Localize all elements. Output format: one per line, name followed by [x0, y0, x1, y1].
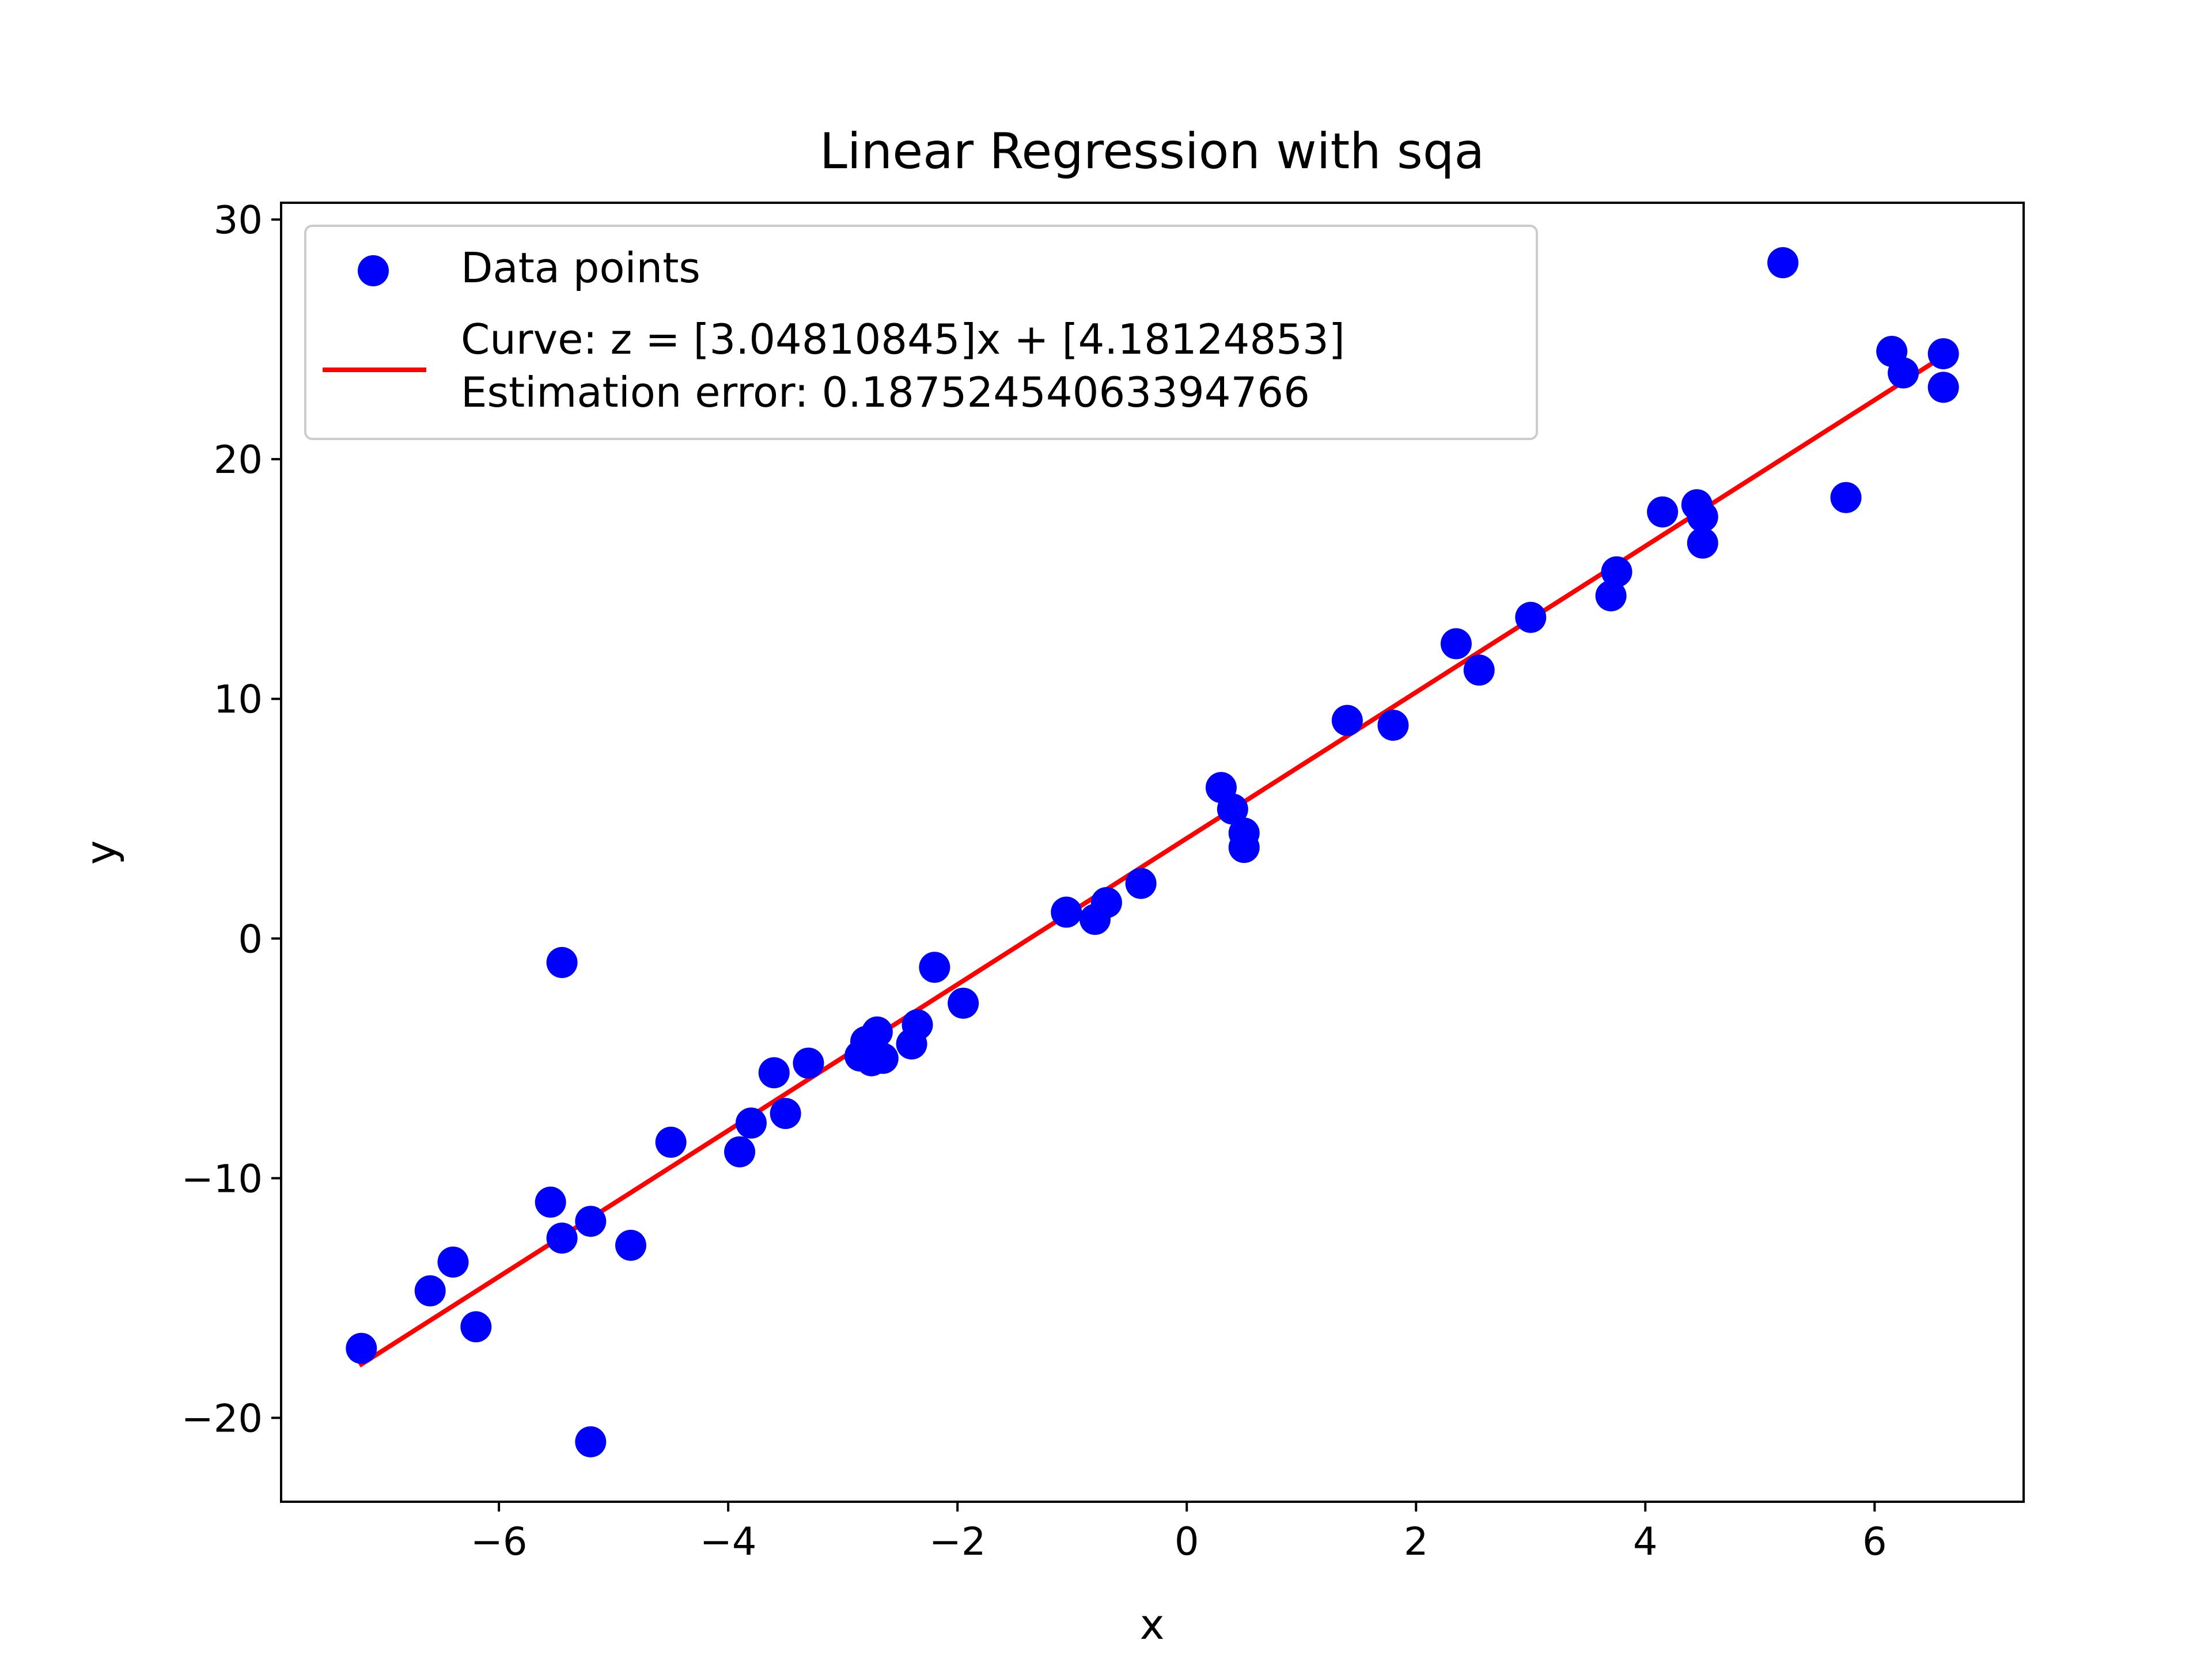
- data-point: [575, 1206, 607, 1237]
- data-point: [1830, 482, 1862, 513]
- y-tick-label: 20: [214, 437, 263, 482]
- data-points-layer: [346, 247, 1959, 1457]
- data-point: [861, 1016, 893, 1048]
- data-point: [414, 1275, 446, 1306]
- data-point: [1687, 527, 1718, 559]
- x-tick-label: 2: [1404, 1519, 1429, 1564]
- x-tick-label: −4: [700, 1519, 757, 1564]
- data-point: [1515, 601, 1547, 633]
- data-point: [460, 1311, 492, 1343]
- x-axis-label: x: [1140, 1600, 1165, 1649]
- legend-label-curve-equation: Curve: z = [3.04810845]x + [4.18124853]: [461, 315, 1345, 363]
- data-point: [1331, 704, 1363, 736]
- legend: Data points Curve: z = [3.04810845]x + […: [304, 225, 1538, 440]
- legend-label-data-points: Data points: [461, 244, 700, 292]
- data-point: [758, 1057, 790, 1089]
- data-point: [1927, 338, 1959, 370]
- legend-marker-data-points: [358, 255, 389, 286]
- data-point: [655, 1126, 687, 1158]
- data-point: [535, 1186, 566, 1218]
- data-point: [948, 987, 979, 1019]
- y-axis-label: y: [77, 840, 125, 865]
- x-tick-label: 4: [1633, 1519, 1658, 1564]
- data-point: [1888, 357, 1919, 389]
- data-point: [1463, 654, 1495, 686]
- y-tick-label: 10: [214, 677, 263, 722]
- data-point: [1217, 793, 1248, 825]
- data-point: [1051, 896, 1082, 928]
- data-point: [735, 1107, 767, 1139]
- y-tick-label: 0: [238, 916, 263, 961]
- data-point: [919, 952, 950, 983]
- data-point: [437, 1246, 469, 1278]
- data-point: [793, 1047, 824, 1079]
- data-point: [615, 1229, 646, 1261]
- data-point: [1228, 832, 1260, 863]
- data-point: [1767, 247, 1799, 279]
- data-point: [902, 1009, 933, 1041]
- data-point: [1687, 501, 1718, 533]
- x-tick-label: −6: [471, 1519, 528, 1564]
- data-point: [1927, 372, 1959, 403]
- data-point: [1090, 887, 1122, 918]
- regression-line: [358, 353, 1947, 1368]
- x-tick-label: −2: [929, 1519, 986, 1564]
- y-tick-label: −10: [181, 1156, 263, 1201]
- y-axis: −20 −10 0 10 20 30: [181, 198, 281, 1441]
- x-tick-label: 0: [1175, 1519, 1199, 1564]
- data-point: [1647, 496, 1679, 528]
- chart-title: Linear Regression with sqa: [820, 123, 1484, 180]
- data-point: [1595, 580, 1627, 612]
- y-tick-label: −20: [181, 1396, 263, 1441]
- data-point: [770, 1097, 801, 1129]
- data-point: [867, 1043, 899, 1074]
- x-axis: −6 −4 −2 0 2 4 6: [471, 1502, 1887, 1564]
- x-tick-label: 6: [1862, 1519, 1887, 1564]
- data-point: [724, 1136, 756, 1168]
- data-point: [1377, 709, 1409, 741]
- legend-label-estimation-error: Estimation error: 0.18752454063394766: [461, 368, 1310, 416]
- y-tick-label: 30: [214, 198, 263, 243]
- data-point: [575, 1426, 607, 1457]
- data-point: [346, 1332, 377, 1364]
- data-point: [546, 1222, 578, 1254]
- fit-line-layer: [358, 353, 1947, 1368]
- data-point: [546, 946, 578, 978]
- legend-box: [304, 225, 1538, 440]
- data-point: [1601, 556, 1633, 588]
- data-point: [1125, 868, 1157, 899]
- data-point: [1440, 628, 1472, 660]
